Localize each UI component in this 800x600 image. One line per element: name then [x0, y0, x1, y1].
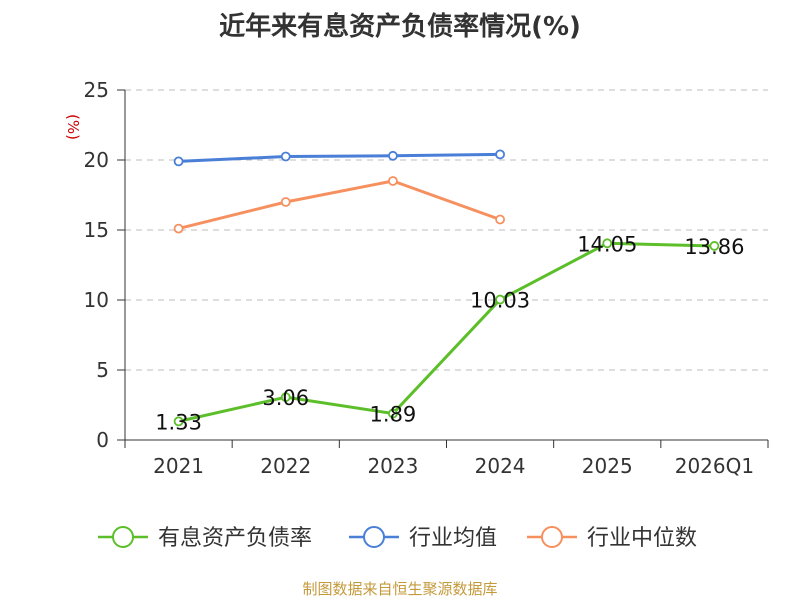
chart-title: 近年来有息资产负债率情况(%): [219, 12, 581, 42]
legend-marker: [363, 526, 385, 548]
y-tick-label: 15: [84, 218, 109, 242]
legend-label: 行业中位数: [587, 526, 697, 551]
x-tick-label: 2026Q1: [675, 454, 754, 478]
y-tick-label: 5: [96, 358, 109, 382]
y-axis-label: (%): [64, 114, 82, 140]
y-tick-label: 0: [96, 428, 109, 452]
series-lines: [173, 149, 720, 427]
legend-marker: [541, 526, 563, 548]
data-label: 13.86: [684, 235, 744, 259]
legend-marker: [112, 526, 134, 548]
x-tick-label: 2024: [475, 454, 526, 478]
legend-label: 行业均值: [409, 526, 497, 551]
series-line: [178, 152, 501, 163]
data-point: [709, 241, 720, 251]
x-tick-label: 2021: [153, 454, 204, 478]
y-tick-label: 25: [84, 78, 109, 102]
data-point: [173, 416, 184, 427]
data-labels: 1.33 3.06 1.89 10.03 14.05 13.86: [155, 232, 744, 434]
data-label: 1.33: [155, 410, 202, 434]
data-point: [280, 197, 291, 207]
data-point: [495, 294, 505, 305]
data-point: [388, 176, 398, 186]
x-tick-label: 2023: [367, 454, 418, 478]
source-note: 制图数据来自恒生聚源数据库: [302, 580, 498, 598]
data-point: [280, 392, 291, 403]
y-tick-label: 20: [84, 148, 109, 172]
data-point: [602, 238, 613, 249]
data-label: 3.06: [262, 386, 309, 410]
data-point: [388, 150, 398, 161]
legend: 有息资产负债率 行业均值 行业中位数: [98, 526, 697, 551]
data-point: [280, 151, 291, 162]
data-point: [495, 149, 505, 160]
data-point: [173, 156, 184, 167]
series-line: [178, 241, 715, 423]
data-point: [388, 408, 398, 419]
data-label: 14.05: [577, 232, 637, 256]
data-point: [495, 214, 505, 225]
grid-lines: [125, 89, 768, 371]
data-point: [173, 223, 184, 234]
y-tick-label: 10: [84, 288, 109, 312]
x-tick-label: 2022: [260, 454, 311, 478]
data-label: 1.89: [370, 403, 417, 427]
legend-label: 有息资产负债率: [158, 526, 312, 551]
series-line: [178, 179, 501, 231]
x-tick-label: 2025: [582, 454, 633, 478]
data-label: 10.03: [470, 289, 530, 313]
